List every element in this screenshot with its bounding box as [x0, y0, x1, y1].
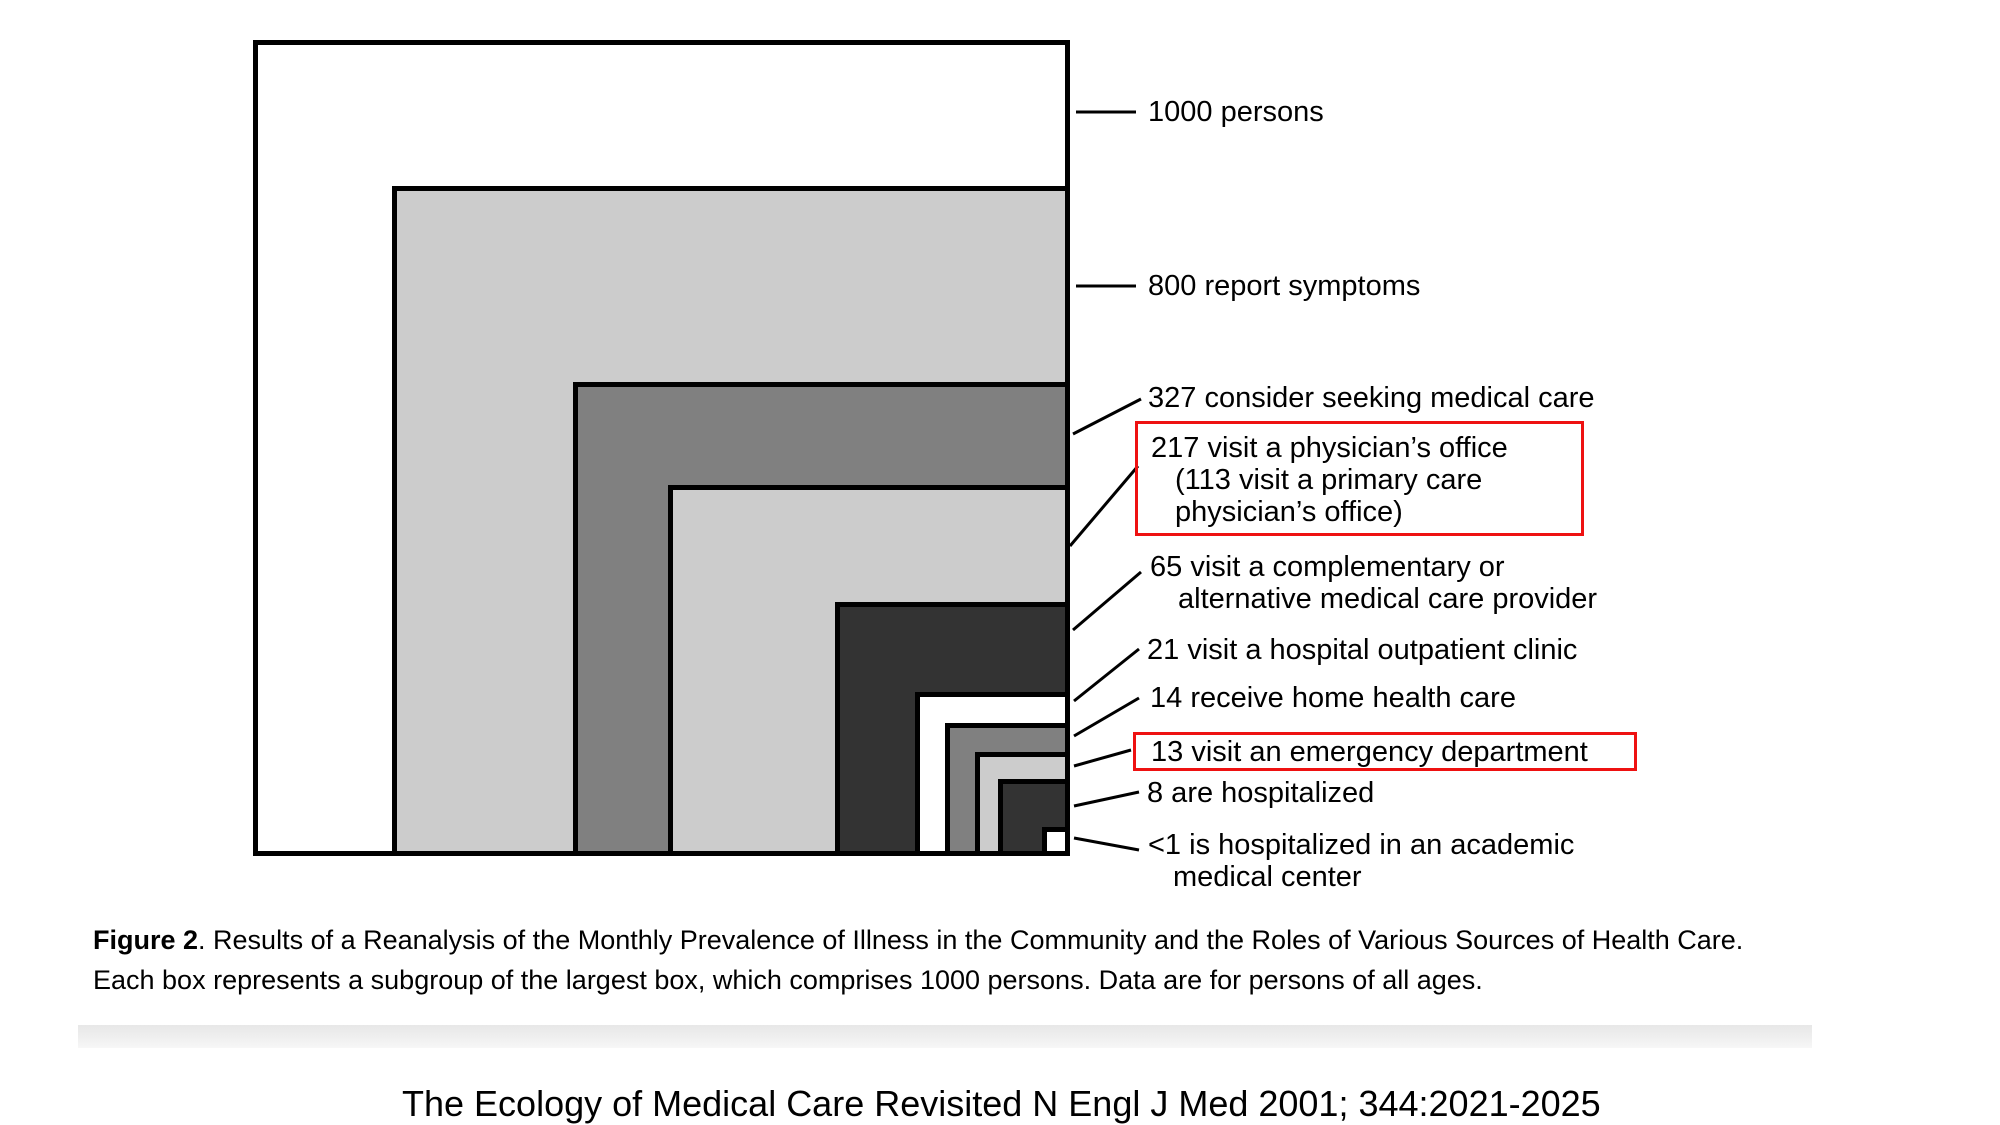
label-13-emergency-department: 13 visit an emergency department [1151, 736, 1588, 768]
label-14-home-health-care: 14 receive home health care [1150, 682, 1516, 714]
figure-caption: Figure 2. Results of a Reanalysis of the… [93, 925, 1800, 995]
caption-figure-number: Figure 2 [93, 925, 199, 955]
label-8-hospitalized-line-1: 8 are hospitalized [1147, 777, 1375, 809]
label-217-visit-physician-office-line-2: (113 visit a primary care [1175, 464, 1483, 496]
label-217-visit-physician-office-line-3: physician’s office) [1175, 496, 1403, 528]
label-65-complementary-provider-line-2: alternative medical care provider [1178, 583, 1598, 615]
label-65-complementary-provider-line-1: 65 visit a complementary or [1150, 551, 1505, 583]
label-21-hospital-outpatient-clinic: 21 visit a hospital outpatient clinic [1147, 634, 1577, 666]
label-65-complementary-provider: 65 visit a complementary or alternative m… [1150, 551, 1597, 615]
caption-line-1: Figure 2. Results of a Reanalysis of the… [93, 925, 1800, 955]
caption-body: Each box represents a subgroup of the la… [93, 965, 1483, 995]
highlight-box-217-visit-physician-office [1135, 421, 1584, 536]
highlight-box-13-emergency-department [1133, 732, 1637, 771]
label-lt1-academic-medical-center-line-1: <1 is hospitalized in an academic [1148, 829, 1575, 861]
label-1000-persons-line-1: 1000 persons [1148, 96, 1324, 128]
label-217-visit-physician-office: 217 visit a physician’s office (113 visit… [1151, 432, 1508, 528]
label-lt1-academic-medical-center-line-2: medical center [1173, 861, 1362, 893]
label-1000-persons: 1000 persons [1148, 96, 1324, 128]
label-13-emergency-department-line-1: 13 visit an emergency department [1151, 736, 1588, 768]
label-327-consider-seeking-care: 327 consider seeking medical care [1148, 382, 1595, 414]
label-lt1-academic-medical-center: <1 is hospitalized in an academic medical… [1148, 829, 1574, 893]
label-14-home-health-care-line-1: 14 receive home health care [1150, 682, 1516, 714]
label-21-hospital-outpatient-clinic-line-1: 21 visit a hospital outpatient clinic [1147, 634, 1578, 666]
caption-heading-text: . Results of a Reanalysis of the Monthly… [198, 925, 1744, 955]
label-327-consider-seeking-care-line-1: 327 consider seeking medical care [1148, 382, 1595, 414]
label-800-report-symptoms: 800 report symptoms [1148, 270, 1420, 302]
caption-divider-strip [78, 1025, 1812, 1048]
label-800-report-symptoms-line-1: 800 report symptoms [1148, 270, 1421, 302]
label-217-visit-physician-office-line-1: 217 visit a physician’s office [1151, 432, 1508, 464]
citation-title: The Ecology of Medical Care Revisited N … [402, 1083, 1601, 1124]
label-8-hospitalized: 8 are hospitalized [1147, 777, 1374, 809]
box-lt1-academic-medical-center [1042, 827, 1070, 856]
